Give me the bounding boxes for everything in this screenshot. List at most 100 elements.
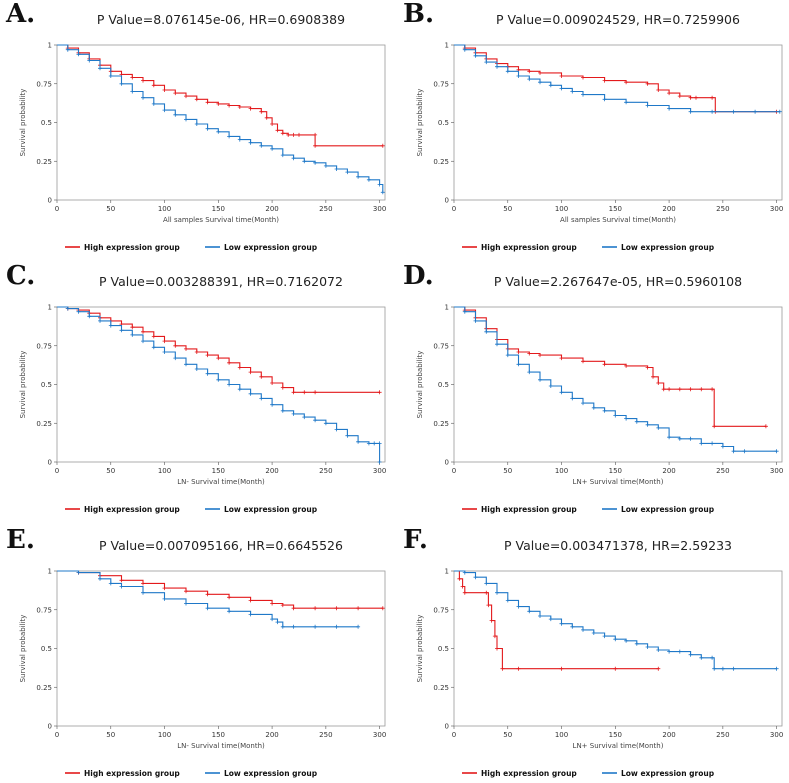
high-censor-mark [334, 606, 339, 611]
low-censor-mark [656, 425, 661, 430]
high-censor-mark [313, 606, 318, 611]
high-censor-mark [667, 387, 672, 392]
high-censor-mark [291, 132, 296, 137]
low-censor-mark [98, 318, 102, 323]
low-censor-mark [130, 89, 135, 94]
panel-f: F. P Value=0.003471378, HR=2.59233 0 50 100 1… [403, 525, 783, 778]
high-censor-mark [538, 353, 542, 358]
high-censor-mark [259, 109, 264, 114]
low-censor-mark [710, 655, 715, 660]
low-censor-mark [76, 309, 81, 314]
x-tick-label: 50 [106, 467, 115, 475]
panel-e-letter: E. [6, 525, 35, 555]
low-censor-mark [527, 609, 532, 614]
high-censor-mark [227, 595, 232, 600]
low-censor-mark [742, 449, 747, 454]
high-expression-curve [454, 44, 777, 113]
x-tick-label: 250 [319, 467, 332, 475]
low-censor-mark [720, 444, 725, 449]
x-tick-label: 100 [158, 205, 171, 213]
low-censor-mark [345, 170, 350, 175]
low-censor-mark [227, 382, 232, 387]
high-censor-mark [291, 390, 296, 395]
panel-b-plot-frame [453, 44, 783, 201]
low-censor-mark [356, 174, 361, 179]
legend-high-label: High expression group [481, 505, 577, 514]
low-censor-mark [570, 396, 575, 401]
high-censor-mark [516, 666, 521, 671]
high-censor-mark [173, 343, 178, 348]
x-tick-label: 200 [662, 205, 675, 213]
low-expression-curve [57, 570, 359, 628]
high-censor-mark [656, 381, 661, 385]
low-censor-mark [581, 92, 585, 97]
x-tick-label: 300 [770, 731, 783, 739]
x-tick-label: 300 [373, 467, 386, 475]
x-tick-label: 200 [265, 731, 278, 739]
low-censor-mark [377, 182, 382, 187]
low-censor-mark [473, 575, 478, 580]
low-censor-mark [162, 350, 167, 354]
high-censor-mark [377, 390, 382, 395]
high-censor-mark [194, 97, 199, 102]
y-tick-label: 0.75 [433, 606, 449, 614]
y-tick-label: 0.5 [41, 645, 52, 653]
low-censor-mark [108, 581, 113, 586]
low-censor-mark [87, 314, 92, 319]
panel-e-y-axis-label: Survival probability [19, 615, 27, 683]
low-expression-curve [57, 306, 381, 462]
low-censor-mark [356, 439, 361, 444]
low-censor-mark [699, 655, 704, 660]
low-censor-mark [377, 460, 382, 464]
high-censor-mark [559, 74, 564, 78]
low-censor-mark [484, 329, 489, 334]
low-censor-mark [280, 153, 285, 158]
low-censor-mark [216, 129, 221, 134]
x-tick-label: 50 [106, 205, 115, 213]
high-censor-mark [162, 339, 167, 344]
low-censor-mark [248, 140, 253, 145]
high-censor-mark [313, 143, 318, 148]
x-tick-label: 200 [662, 731, 675, 739]
x-tick-label: 150 [609, 731, 622, 739]
low-censor-mark [602, 97, 607, 102]
low-censor-mark [473, 318, 478, 323]
low-censor-mark [259, 396, 264, 401]
high-censor-mark [694, 95, 698, 100]
high-censor-mark [313, 390, 318, 395]
low-censor-mark [216, 377, 221, 382]
x-tick-label: 150 [609, 205, 622, 213]
high-censor-mark [286, 132, 291, 137]
y-tick-label: 0 [445, 197, 449, 205]
y-tick-label: 1 [48, 42, 52, 50]
y-tick-label: 1 [445, 304, 449, 312]
low-censor-mark [634, 419, 639, 424]
panel-d-x-axis-label: LN+ Survival time(Month) [573, 478, 664, 486]
low-censor-mark [462, 309, 467, 314]
low-censor-mark [313, 160, 318, 165]
x-tick-label: 150 [212, 467, 225, 475]
high-censor-mark [227, 103, 232, 108]
y-tick-label: 0 [445, 459, 449, 467]
high-censor-mark [677, 387, 682, 392]
low-censor-mark [570, 89, 575, 94]
low-expression-curve [454, 306, 777, 452]
legend-low-label: Low expression group [224, 243, 318, 252]
panel-d-plot-frame [453, 306, 783, 463]
high-censor-mark [237, 105, 242, 109]
low-expression-curve [57, 44, 384, 193]
y-tick-label: 0.5 [41, 381, 52, 389]
high-censor-mark [216, 101, 221, 106]
high-censor-mark [656, 666, 661, 671]
y-tick-label: 1 [48, 568, 52, 576]
low-censor-mark [377, 441, 382, 446]
legend-high-label: High expression group [84, 243, 180, 252]
low-censor-mark [151, 345, 156, 350]
x-tick-label: 50 [503, 731, 512, 739]
low-censor-mark [87, 58, 92, 63]
high-censor-mark [624, 80, 629, 85]
x-tick-label: 0 [55, 731, 59, 739]
high-censor-mark [184, 94, 188, 99]
low-censor-mark [570, 624, 575, 629]
